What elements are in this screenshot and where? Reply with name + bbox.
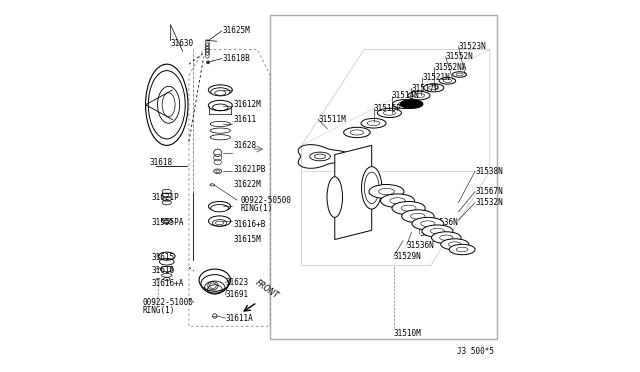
Ellipse shape	[400, 100, 423, 109]
Polygon shape	[335, 145, 372, 240]
Ellipse shape	[392, 202, 425, 215]
Text: 31618: 31618	[149, 157, 173, 167]
Bar	[270, 15, 497, 339]
Text: 31630: 31630	[170, 39, 193, 48]
Text: 00922-50500: 00922-50500	[241, 196, 291, 205]
Text: 31611A: 31611A	[226, 314, 253, 323]
Ellipse shape	[211, 205, 228, 212]
Ellipse shape	[378, 108, 401, 118]
Text: 31618B: 31618B	[222, 54, 250, 63]
Text: 31628: 31628	[233, 141, 257, 150]
Ellipse shape	[392, 100, 416, 109]
Ellipse shape	[327, 177, 342, 217]
Text: RING(1): RING(1)	[142, 306, 175, 315]
Text: 31621P: 31621P	[151, 193, 179, 202]
Text: 31612M: 31612M	[233, 100, 261, 109]
Ellipse shape	[401, 210, 434, 223]
Text: 31567N: 31567N	[475, 187, 503, 196]
Text: 31616+A: 31616+A	[151, 279, 184, 288]
Text: 31552N: 31552N	[445, 52, 474, 61]
Text: 31625M: 31625M	[222, 26, 250, 35]
Text: 31611: 31611	[233, 115, 257, 124]
Ellipse shape	[361, 118, 386, 128]
Text: 31521N: 31521N	[422, 73, 451, 82]
Text: 31511M: 31511M	[318, 115, 346, 124]
Text: 31514N: 31514N	[392, 91, 420, 100]
Text: 31555PA: 31555PA	[151, 218, 184, 227]
Text: 31523N: 31523N	[458, 42, 486, 51]
Ellipse shape	[148, 71, 185, 139]
Text: 00922-51000: 00922-51000	[142, 298, 193, 307]
Ellipse shape	[449, 244, 475, 255]
Text: 31615M: 31615M	[233, 235, 261, 244]
Ellipse shape	[207, 62, 209, 63]
Text: FRONT: FRONT	[253, 278, 280, 301]
Ellipse shape	[441, 239, 468, 250]
Ellipse shape	[362, 167, 382, 209]
Ellipse shape	[439, 77, 456, 84]
Text: 31538N: 31538N	[475, 167, 503, 176]
Ellipse shape	[452, 72, 467, 77]
Ellipse shape	[412, 217, 444, 230]
Text: 31532N: 31532N	[420, 230, 447, 238]
Ellipse shape	[408, 91, 430, 100]
Text: J3 500*5: J3 500*5	[456, 347, 493, 356]
Ellipse shape	[344, 127, 370, 138]
Text: 31616+B: 31616+B	[233, 220, 266, 229]
Text: 31536N: 31536N	[407, 241, 435, 250]
Text: 31616: 31616	[151, 266, 174, 275]
Ellipse shape	[381, 194, 415, 208]
Text: RING(1): RING(1)	[241, 204, 273, 214]
Ellipse shape	[422, 225, 453, 237]
Text: 31621PB: 31621PB	[233, 165, 266, 174]
Ellipse shape	[369, 185, 404, 199]
Ellipse shape	[431, 232, 461, 244]
Ellipse shape	[424, 84, 444, 92]
Text: 31622M: 31622M	[233, 180, 261, 189]
Text: 31552NA: 31552NA	[435, 62, 467, 72]
Text: 31529N: 31529N	[394, 251, 422, 261]
Text: 31615: 31615	[151, 253, 174, 263]
Text: 31532N: 31532N	[475, 198, 503, 207]
Text: 31691: 31691	[226, 291, 249, 299]
Text: 31510M: 31510M	[394, 329, 422, 338]
Text: 31517P: 31517P	[412, 84, 439, 93]
Text: 31516P: 31516P	[374, 104, 401, 113]
Text: 31536N: 31536N	[431, 218, 458, 227]
Ellipse shape	[211, 88, 230, 96]
Text: 31623: 31623	[226, 278, 249, 287]
